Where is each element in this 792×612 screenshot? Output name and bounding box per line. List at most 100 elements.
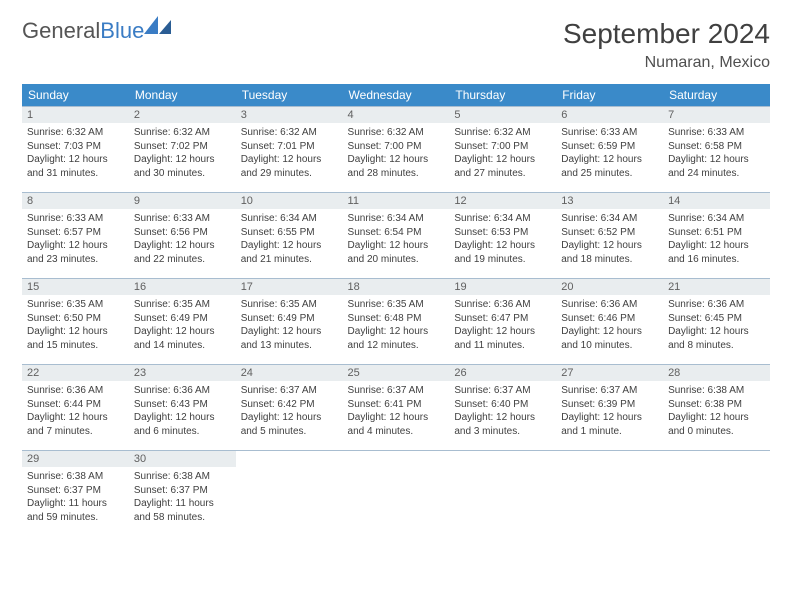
calendar-day-cell: 7Sunrise: 6:33 AMSunset: 6:58 PMDaylight… [663, 107, 770, 193]
calendar-day-cell: 14Sunrise: 6:34 AMSunset: 6:51 PMDayligh… [663, 193, 770, 279]
calendar-day-cell: 30Sunrise: 6:38 AMSunset: 6:37 PMDayligh… [129, 451, 236, 537]
calendar-week-row: 8Sunrise: 6:33 AMSunset: 6:57 PMDaylight… [22, 193, 770, 279]
daylight-line: Daylight: 12 hours and 10 minutes. [561, 325, 658, 352]
sunset-line: Sunset: 6:45 PM [668, 312, 765, 326]
calendar-day-cell [663, 451, 770, 537]
sunrise-line: Sunrise: 6:32 AM [134, 126, 231, 140]
sunrise-line: Sunrise: 6:33 AM [134, 212, 231, 226]
page-title: September 2024 [563, 18, 770, 50]
sunrise-line: Sunrise: 6:36 AM [668, 298, 765, 312]
calendar-day-cell: 11Sunrise: 6:34 AMSunset: 6:54 PMDayligh… [343, 193, 450, 279]
day-body: Sunrise: 6:32 AMSunset: 7:02 PMDaylight:… [129, 123, 236, 185]
daylight-line: Daylight: 12 hours and 25 minutes. [561, 153, 658, 180]
calendar-day-cell: 16Sunrise: 6:35 AMSunset: 6:49 PMDayligh… [129, 279, 236, 365]
day-number: 24 [236, 365, 343, 381]
day-number: 2 [129, 107, 236, 123]
calendar-day-cell: 17Sunrise: 6:35 AMSunset: 6:49 PMDayligh… [236, 279, 343, 365]
sunset-line: Sunset: 6:51 PM [668, 226, 765, 240]
day-body: Sunrise: 6:36 AMSunset: 6:47 PMDaylight:… [449, 295, 556, 357]
day-body: Sunrise: 6:35 AMSunset: 6:49 PMDaylight:… [129, 295, 236, 357]
day-body: Sunrise: 6:35 AMSunset: 6:49 PMDaylight:… [236, 295, 343, 357]
day-body: Sunrise: 6:37 AMSunset: 6:41 PMDaylight:… [343, 381, 450, 443]
weekday-header: Tuesday [236, 84, 343, 107]
day-number: 20 [556, 279, 663, 295]
day-body: Sunrise: 6:38 AMSunset: 6:38 PMDaylight:… [663, 381, 770, 443]
sunrise-line: Sunrise: 6:32 AM [454, 126, 551, 140]
day-body: Sunrise: 6:34 AMSunset: 6:53 PMDaylight:… [449, 209, 556, 271]
daylight-line: Daylight: 11 hours and 59 minutes. [27, 497, 124, 524]
calendar-day-cell: 18Sunrise: 6:35 AMSunset: 6:48 PMDayligh… [343, 279, 450, 365]
sunrise-line: Sunrise: 6:35 AM [241, 298, 338, 312]
sunrise-line: Sunrise: 6:36 AM [27, 384, 124, 398]
weekday-header: Sunday [22, 84, 129, 107]
sunset-line: Sunset: 6:53 PM [454, 226, 551, 240]
day-body: Sunrise: 6:33 AMSunset: 6:57 PMDaylight:… [22, 209, 129, 271]
sunset-line: Sunset: 7:02 PM [134, 140, 231, 154]
daylight-line: Daylight: 12 hours and 21 minutes. [241, 239, 338, 266]
day-number: 6 [556, 107, 663, 123]
logo: GeneralBlue [22, 18, 174, 44]
sunset-line: Sunset: 6:58 PM [668, 140, 765, 154]
sunrise-line: Sunrise: 6:37 AM [348, 384, 445, 398]
sunrise-line: Sunrise: 6:37 AM [241, 384, 338, 398]
day-body: Sunrise: 6:32 AMSunset: 7:03 PMDaylight:… [22, 123, 129, 185]
calendar-day-cell: 13Sunrise: 6:34 AMSunset: 6:52 PMDayligh… [556, 193, 663, 279]
daylight-line: Daylight: 12 hours and 16 minutes. [668, 239, 765, 266]
day-number: 29 [22, 451, 129, 467]
calendar-day-cell [343, 451, 450, 537]
weekday-header: Monday [129, 84, 236, 107]
daylight-line: Daylight: 12 hours and 5 minutes. [241, 411, 338, 438]
daylight-line: Daylight: 12 hours and 18 minutes. [561, 239, 658, 266]
daylight-line: Daylight: 12 hours and 0 minutes. [668, 411, 765, 438]
sunset-line: Sunset: 6:48 PM [348, 312, 445, 326]
day-number: 30 [129, 451, 236, 467]
day-body: Sunrise: 6:38 AMSunset: 6:37 PMDaylight:… [22, 467, 129, 529]
weekday-header: Saturday [663, 84, 770, 107]
calendar-day-cell: 20Sunrise: 6:36 AMSunset: 6:46 PMDayligh… [556, 279, 663, 365]
calendar-week-row: 15Sunrise: 6:35 AMSunset: 6:50 PMDayligh… [22, 279, 770, 365]
day-body: Sunrise: 6:34 AMSunset: 6:54 PMDaylight:… [343, 209, 450, 271]
logo-sail-icon [144, 16, 172, 34]
daylight-line: Daylight: 12 hours and 27 minutes. [454, 153, 551, 180]
sunset-line: Sunset: 6:37 PM [134, 484, 231, 498]
calendar-day-cell: 12Sunrise: 6:34 AMSunset: 6:53 PMDayligh… [449, 193, 556, 279]
day-body: Sunrise: 6:37 AMSunset: 6:42 PMDaylight:… [236, 381, 343, 443]
daylight-line: Daylight: 12 hours and 30 minutes. [134, 153, 231, 180]
calendar-table: Sunday Monday Tuesday Wednesday Thursday… [22, 84, 770, 537]
day-number: 12 [449, 193, 556, 209]
sunrise-line: Sunrise: 6:33 AM [27, 212, 124, 226]
calendar-day-cell [236, 451, 343, 537]
sunrise-line: Sunrise: 6:36 AM [454, 298, 551, 312]
sunset-line: Sunset: 6:40 PM [454, 398, 551, 412]
day-number: 26 [449, 365, 556, 381]
sunrise-line: Sunrise: 6:38 AM [27, 470, 124, 484]
calendar-week-row: 29Sunrise: 6:38 AMSunset: 6:37 PMDayligh… [22, 451, 770, 537]
daylight-line: Daylight: 12 hours and 29 minutes. [241, 153, 338, 180]
day-body: Sunrise: 6:36 AMSunset: 6:44 PMDaylight:… [22, 381, 129, 443]
calendar-day-cell: 24Sunrise: 6:37 AMSunset: 6:42 PMDayligh… [236, 365, 343, 451]
day-number: 21 [663, 279, 770, 295]
sunset-line: Sunset: 6:57 PM [27, 226, 124, 240]
logo-text: GeneralBlue [22, 18, 144, 44]
day-number: 8 [22, 193, 129, 209]
sunrise-line: Sunrise: 6:33 AM [668, 126, 765, 140]
sunset-line: Sunset: 6:49 PM [241, 312, 338, 326]
day-body: Sunrise: 6:34 AMSunset: 6:55 PMDaylight:… [236, 209, 343, 271]
calendar-day-cell: 1Sunrise: 6:32 AMSunset: 7:03 PMDaylight… [22, 107, 129, 193]
calendar-week-row: 1Sunrise: 6:32 AMSunset: 7:03 PMDaylight… [22, 107, 770, 193]
day-body: Sunrise: 6:35 AMSunset: 6:50 PMDaylight:… [22, 295, 129, 357]
day-body: Sunrise: 6:32 AMSunset: 7:01 PMDaylight:… [236, 123, 343, 185]
sunrise-line: Sunrise: 6:34 AM [348, 212, 445, 226]
sunrise-line: Sunrise: 6:37 AM [454, 384, 551, 398]
day-body: Sunrise: 6:32 AMSunset: 7:00 PMDaylight:… [449, 123, 556, 185]
sunset-line: Sunset: 7:00 PM [348, 140, 445, 154]
sunrise-line: Sunrise: 6:37 AM [561, 384, 658, 398]
sunrise-line: Sunrise: 6:38 AM [668, 384, 765, 398]
daylight-line: Daylight: 12 hours and 3 minutes. [454, 411, 551, 438]
day-number: 25 [343, 365, 450, 381]
daylight-line: Daylight: 12 hours and 7 minutes. [27, 411, 124, 438]
sunrise-line: Sunrise: 6:32 AM [348, 126, 445, 140]
day-number: 17 [236, 279, 343, 295]
day-number: 28 [663, 365, 770, 381]
sunset-line: Sunset: 6:59 PM [561, 140, 658, 154]
